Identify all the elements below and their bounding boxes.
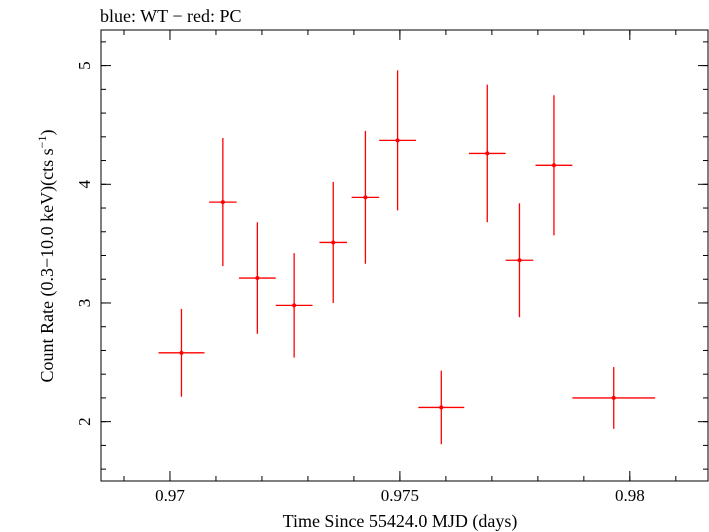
y-axis-label: Count Rate (0.3−10.0 keV)(cts s−1) [35,130,58,383]
y-axis-label-end: ) [37,130,58,136]
x-tick-label: 0.97 [155,486,185,505]
data-point [238,222,276,334]
chart-title: blue: WT − red: PC [100,6,241,26]
x-tick-label: 0.975 [381,486,419,505]
y-tick-label: 5 [75,61,94,70]
y-axis-label-main: Count Rate (0.3−10.0 keV)(cts s [37,148,58,382]
data-marker [220,200,225,205]
data-marker [395,138,400,143]
axis-tick-labels: 0.97 0.975 0.98 2 3 4 5 [75,61,645,505]
data-marker [551,163,556,168]
data-marker [331,240,336,245]
data-marker [179,350,184,355]
data-point [468,84,506,223]
data-marker [485,151,490,156]
data-marker [439,405,444,410]
data-point [209,138,237,267]
data-point [319,181,348,303]
data-point [158,308,205,397]
data-marker [363,195,368,200]
x-tick-label: 0.98 [615,486,645,505]
data-point [535,95,573,236]
data-marker [611,395,616,400]
data-marker [517,258,522,263]
plot-frame [100,29,709,482]
y-tick-label: 4 [75,180,94,189]
y-tick-label: 2 [75,417,94,426]
data-marker [255,276,260,281]
x-axis-label: Time Since 55424.0 MJD (days) [283,511,518,532]
data-point [505,203,534,318]
data-point [572,367,656,429]
data-points [158,70,656,445]
data-point [275,253,313,358]
data-point [418,370,465,445]
data-point [379,70,416,211]
y-tick-label: 3 [75,299,94,308]
data-marker [292,303,297,308]
data-point [351,130,380,264]
axis-ticks [101,30,708,481]
y-axis-label-superscript: −1 [35,136,49,149]
